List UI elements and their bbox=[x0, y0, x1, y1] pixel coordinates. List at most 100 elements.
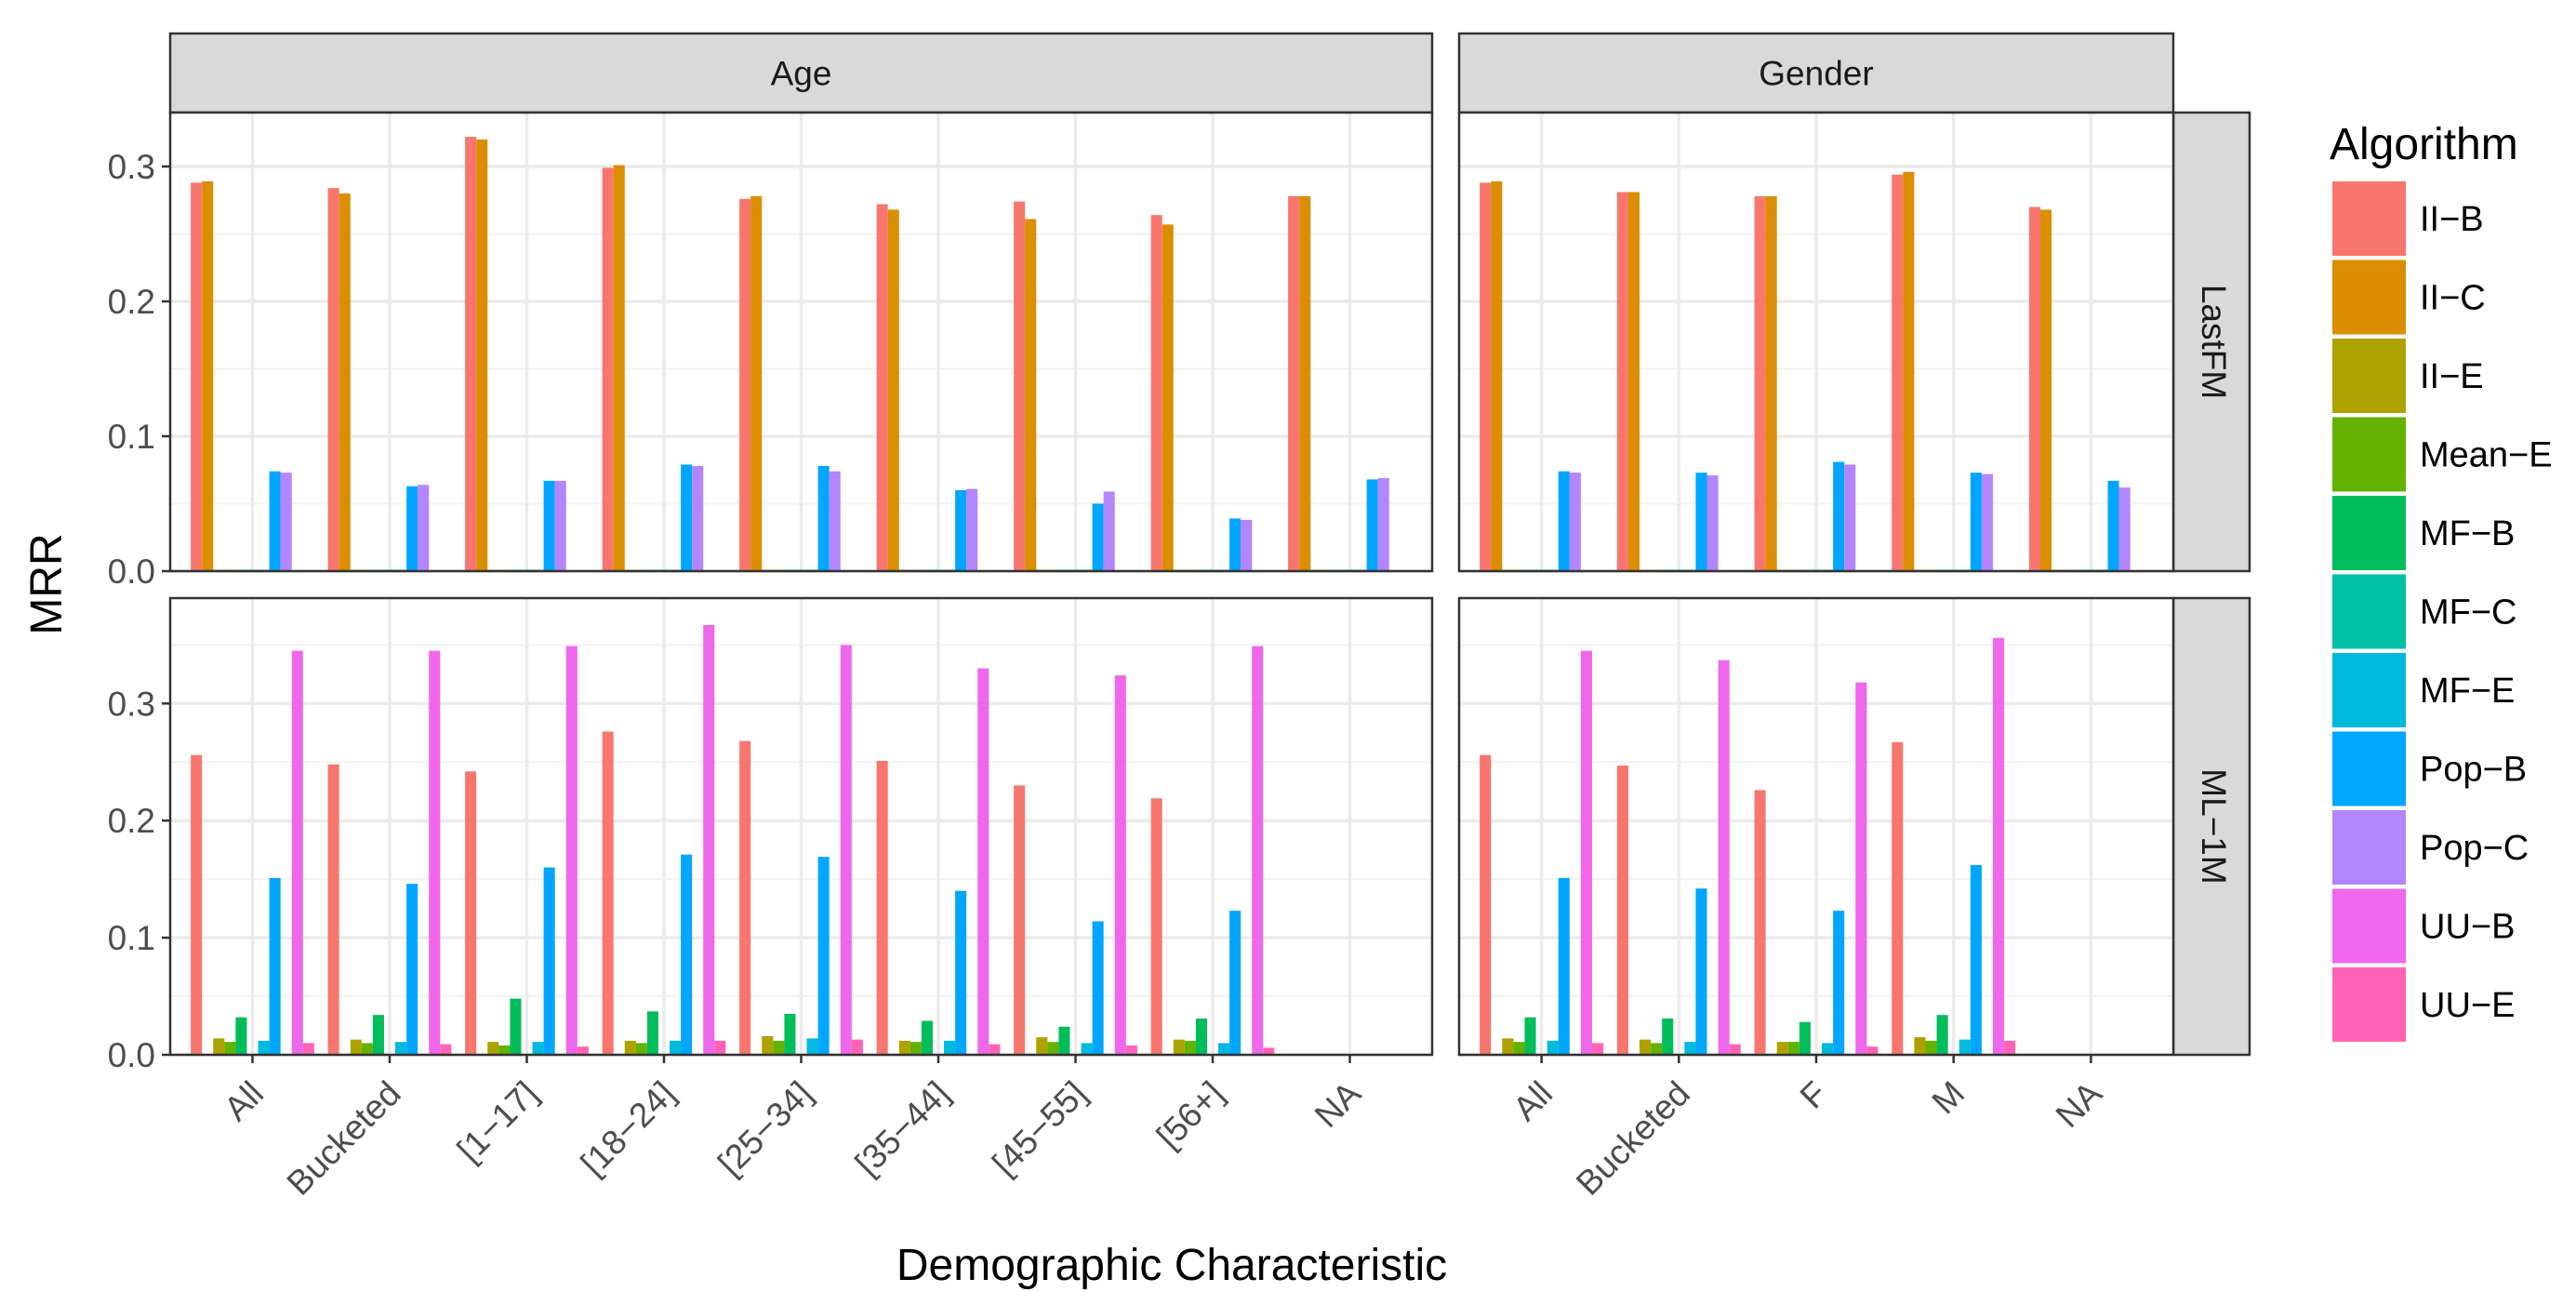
bar bbox=[944, 1040, 956, 1055]
bar bbox=[1992, 637, 2005, 1055]
bar bbox=[191, 182, 203, 571]
bar bbox=[1706, 475, 1719, 571]
bar bbox=[440, 1044, 452, 1055]
facet-strip-gender bbox=[1457, 32, 2175, 114]
bar bbox=[876, 760, 888, 1055]
legend-key bbox=[2332, 496, 2406, 570]
bar bbox=[2004, 1040, 2016, 1055]
x-tick-label: [56+] bbox=[1149, 1074, 1231, 1156]
bar bbox=[429, 650, 441, 1055]
x-tick-label: Bucketed bbox=[1569, 1074, 1697, 1203]
bar bbox=[543, 480, 555, 571]
bar bbox=[1936, 1015, 1948, 1055]
bar bbox=[258, 1040, 270, 1055]
y-tick-label: 0.0 bbox=[108, 553, 155, 591]
bar bbox=[1754, 195, 1766, 571]
bar bbox=[977, 668, 989, 1055]
bar bbox=[750, 195, 763, 571]
legend-label: II−B bbox=[2420, 200, 2484, 239]
bar bbox=[1558, 877, 1570, 1055]
bar bbox=[465, 137, 477, 571]
bar bbox=[1925, 1040, 1937, 1055]
bar bbox=[876, 204, 888, 571]
facet-strip-row-0 bbox=[2171, 111, 2251, 573]
bar bbox=[1195, 1018, 1207, 1055]
bar bbox=[1844, 464, 1856, 571]
x-tick-label: NA bbox=[2049, 1073, 2110, 1135]
bar bbox=[1776, 1042, 1788, 1055]
legend-label: MF−C bbox=[2420, 593, 2517, 633]
bar bbox=[1970, 473, 1982, 571]
bar bbox=[532, 1042, 544, 1055]
bar bbox=[565, 646, 578, 1055]
bar bbox=[1036, 1037, 1048, 1055]
bar bbox=[2107, 480, 2119, 571]
bar bbox=[1903, 171, 1915, 572]
x-tick-label: NA bbox=[1308, 1073, 1369, 1135]
bar bbox=[714, 1040, 726, 1055]
legend-key bbox=[2332, 339, 2406, 413]
bar bbox=[1377, 477, 1389, 571]
legend-label: Pop−C bbox=[2420, 829, 2529, 868]
bar bbox=[773, 1040, 785, 1055]
bar bbox=[1591, 1043, 1604, 1055]
x-tick-label: Bucketed bbox=[280, 1074, 408, 1203]
legend-label: Mean−E bbox=[2420, 436, 2553, 475]
x-tick-label: F bbox=[1793, 1074, 1835, 1116]
bar bbox=[817, 465, 830, 571]
bar bbox=[602, 731, 614, 1055]
legend-key bbox=[2332, 574, 2406, 649]
bar bbox=[339, 193, 351, 571]
bar bbox=[703, 624, 715, 1055]
bar bbox=[670, 1040, 682, 1055]
bar bbox=[1651, 1043, 1663, 1055]
legend-key bbox=[2332, 260, 2406, 335]
facet-strip-row-1 bbox=[2171, 596, 2251, 1057]
y-tick-label: 0.3 bbox=[108, 148, 155, 186]
bar bbox=[476, 140, 488, 571]
legend-label: Pop−B bbox=[2420, 751, 2527, 790]
bar bbox=[1765, 195, 1777, 571]
bar bbox=[806, 1038, 818, 1055]
bar bbox=[235, 1017, 247, 1055]
bar bbox=[191, 754, 203, 1055]
bar bbox=[465, 771, 477, 1055]
bar bbox=[624, 1040, 636, 1055]
bar bbox=[1162, 224, 1174, 571]
bar bbox=[1616, 192, 1628, 572]
bar bbox=[1513, 1042, 1525, 1055]
y-tick-label: 0.1 bbox=[108, 919, 155, 957]
legend-key bbox=[2332, 417, 2406, 492]
bar bbox=[840, 645, 852, 1055]
bar bbox=[327, 764, 339, 1055]
bar bbox=[1014, 785, 1026, 1055]
bar bbox=[1695, 473, 1707, 571]
bar bbox=[2040, 209, 2052, 571]
legend-key bbox=[2332, 731, 2406, 806]
bar bbox=[635, 1043, 647, 1055]
bar bbox=[1718, 659, 1730, 1055]
x-axis-title: Demographic Characteristic bbox=[896, 1241, 1447, 1290]
bar bbox=[224, 1042, 236, 1055]
bar bbox=[898, 1040, 910, 1055]
legend-key bbox=[2332, 888, 2406, 964]
bar bbox=[1684, 1042, 1696, 1055]
x-tick-label: [18−24] bbox=[574, 1074, 683, 1183]
bar bbox=[739, 740, 751, 1055]
bar bbox=[1480, 754, 1492, 1055]
bar bbox=[1491, 180, 1503, 571]
x-tick-label: [45−55] bbox=[985, 1074, 1094, 1183]
legend-label: MF−E bbox=[2420, 672, 2515, 711]
bar bbox=[1092, 921, 1104, 1055]
bar bbox=[418, 485, 430, 571]
bar bbox=[851, 1039, 863, 1055]
legend-title: Algorithm bbox=[2330, 120, 2518, 169]
bar bbox=[1103, 491, 1115, 571]
bar bbox=[269, 471, 281, 571]
bar bbox=[1229, 518, 1242, 571]
bar bbox=[739, 198, 751, 572]
bar bbox=[406, 486, 418, 571]
bar bbox=[1524, 1017, 1536, 1055]
bar bbox=[1366, 479, 1378, 571]
bar bbox=[1799, 1021, 1811, 1055]
